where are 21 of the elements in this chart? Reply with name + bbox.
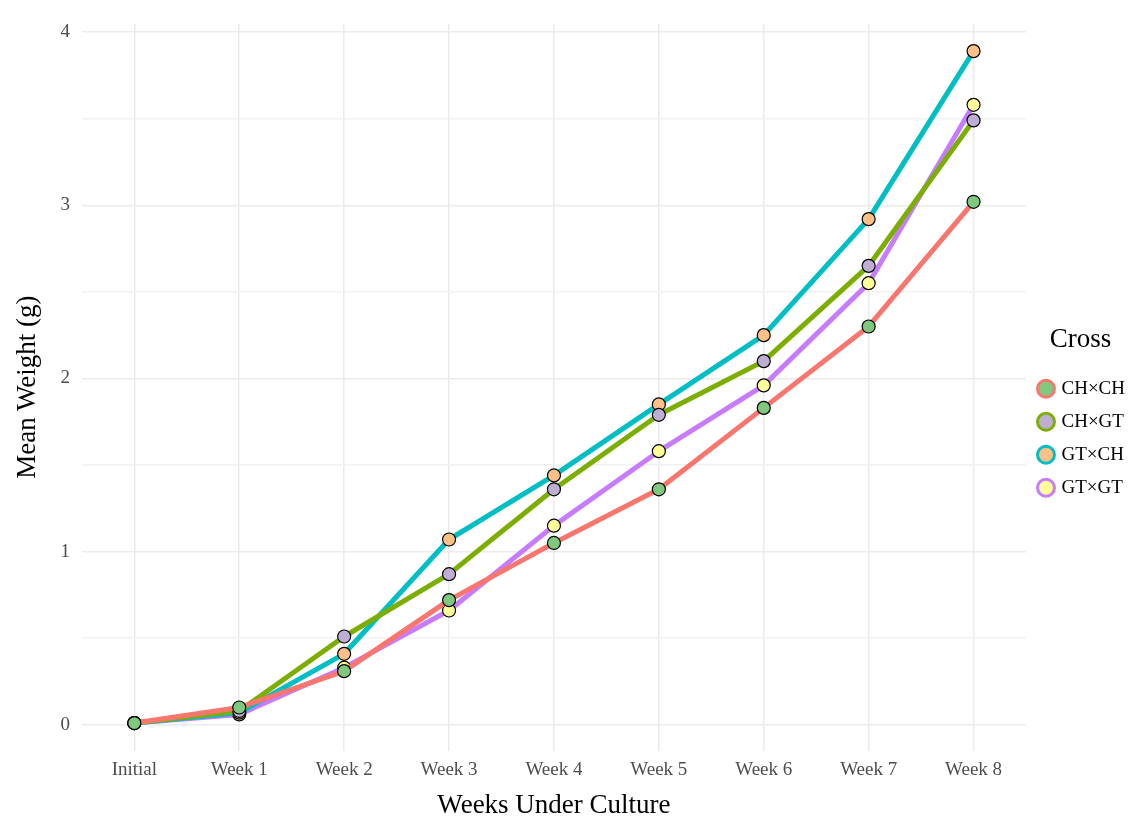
x-tick-label: Initial [111,758,158,780]
y-tick-label: 4 [60,20,71,42]
legend-label: GT×CH [1061,442,1125,464]
x-tick-label: Week 3 [420,758,478,780]
x-axis-title: Weeks Under Culture [437,788,671,819]
legend-label: CH×CH [1061,376,1126,398]
y-tick-label: 3 [60,193,70,215]
y-tick-label: 2 [60,366,70,388]
x-tick-label: Week 4 [525,758,583,780]
y-tick-label: 0 [60,712,70,734]
x-tick-label: Week 8 [945,758,1003,780]
x-tick-label: Week 6 [735,758,793,780]
y-axis-title: Mean Weight (g) [11,295,42,479]
x-tick-label: Week 1 [210,758,268,780]
legend-label: CH×GT [1061,409,1125,431]
x-tick-label: Week 5 [630,758,688,780]
x-tick-label: Week 2 [315,758,373,780]
legend-title: Cross [1049,323,1112,354]
x-tick-label: Week 7 [840,758,898,780]
y-tick-label: 1 [60,539,70,561]
legend-label: GT×GT [1061,475,1124,497]
